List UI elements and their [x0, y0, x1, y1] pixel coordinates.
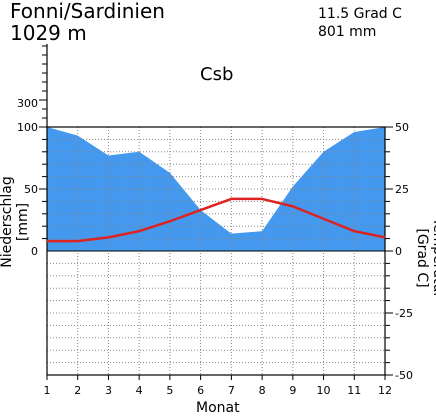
left-tick-label: 100	[17, 121, 38, 134]
x-tick-label: 2	[74, 384, 81, 397]
x-tick-label: 4	[136, 384, 143, 397]
right-tick-label: 0	[395, 245, 402, 258]
x-tick-label: 5	[166, 384, 173, 397]
y-axis-label-left: Niederschlag [mm]	[0, 176, 31, 268]
right-tick-label: -50	[395, 369, 413, 382]
x-tick-label: 9	[289, 384, 296, 397]
right-tick-label: 25	[395, 183, 409, 196]
x-tick-label: 6	[197, 384, 204, 397]
x-tick-label: 7	[228, 384, 235, 397]
precipitation-area	[47, 127, 385, 251]
x-tick-label: 12	[378, 384, 392, 397]
temperature-line	[47, 197, 386, 243]
left-tick-label: 50	[24, 183, 38, 196]
x-axis-label: Monat	[196, 400, 240, 416]
station-elevation: 1029 m	[10, 21, 87, 45]
station-name: Fonni/Sardinien	[10, 0, 165, 23]
mean-temperature: 11.5 Grad C	[318, 6, 402, 22]
x-tick-label: 11	[347, 384, 361, 397]
left-tick-label: 0	[31, 245, 38, 258]
annual-precipitation: 801 mm	[318, 24, 377, 40]
climate-classification: Csb	[200, 64, 234, 85]
right-tick-label: 50	[395, 121, 409, 134]
y-axis-label-right: Temperatur [Grad C]	[414, 217, 436, 299]
left-tick-label: 300	[17, 97, 38, 110]
x-tick-label: 10	[317, 384, 331, 397]
x-tick-label: 1	[44, 384, 51, 397]
right-tick-label: -25	[395, 307, 413, 320]
x-tick-label: 8	[259, 384, 266, 397]
x-tick-label: 3	[105, 384, 112, 397]
